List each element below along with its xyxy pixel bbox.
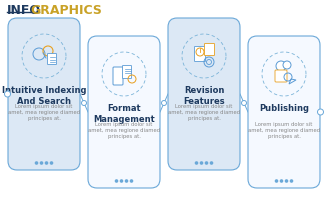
Circle shape (265, 55, 303, 93)
FancyBboxPatch shape (122, 66, 132, 78)
Text: Publishing: Publishing (259, 104, 309, 113)
Circle shape (125, 179, 128, 183)
FancyBboxPatch shape (113, 67, 123, 85)
Text: GRAPHICS: GRAPHICS (30, 4, 102, 17)
Circle shape (210, 161, 213, 165)
Circle shape (120, 179, 123, 183)
FancyBboxPatch shape (248, 36, 320, 188)
Text: Intuitive Indexing
And Search: Intuitive Indexing And Search (2, 86, 86, 106)
Circle shape (317, 109, 323, 115)
Circle shape (275, 179, 278, 183)
Circle shape (25, 37, 63, 75)
Text: Lorem ipsum dolor sit
amet, mea regione diamed
principes at.: Lorem ipsum dolor sit amet, mea regione … (8, 104, 80, 121)
Circle shape (35, 161, 38, 165)
Circle shape (205, 161, 208, 165)
FancyBboxPatch shape (275, 70, 287, 82)
Circle shape (200, 161, 203, 165)
Circle shape (40, 161, 43, 165)
Circle shape (195, 161, 198, 165)
Circle shape (185, 37, 223, 75)
Text: Format
Management: Format Management (93, 104, 155, 124)
FancyBboxPatch shape (8, 18, 80, 170)
Text: INFO: INFO (7, 4, 41, 17)
Text: Revision
Features: Revision Features (183, 86, 225, 106)
Circle shape (276, 61, 286, 71)
Text: Lorem ipsum dolor sit
amet, mea regione diamed
principes at.: Lorem ipsum dolor sit amet, mea regione … (248, 122, 320, 139)
Circle shape (50, 161, 53, 165)
Circle shape (130, 179, 133, 183)
Circle shape (115, 179, 118, 183)
Circle shape (290, 179, 293, 183)
Circle shape (105, 55, 143, 93)
FancyBboxPatch shape (194, 46, 206, 62)
FancyBboxPatch shape (168, 18, 240, 170)
Circle shape (285, 179, 288, 183)
Circle shape (162, 100, 166, 106)
Circle shape (82, 100, 87, 106)
Circle shape (241, 100, 246, 106)
Text: Lorem ipsum dolor sit
amet, mea regione diamed
principes at.: Lorem ipsum dolor sit amet, mea regione … (88, 122, 160, 139)
Circle shape (45, 161, 48, 165)
Circle shape (280, 179, 283, 183)
Text: Lorem ipsum dolor sit
amet, mea regione diamed
principes at.: Lorem ipsum dolor sit amet, mea regione … (168, 104, 240, 121)
FancyBboxPatch shape (47, 53, 57, 64)
FancyBboxPatch shape (205, 44, 215, 55)
Circle shape (5, 91, 11, 97)
FancyBboxPatch shape (88, 36, 160, 188)
Circle shape (283, 61, 291, 69)
